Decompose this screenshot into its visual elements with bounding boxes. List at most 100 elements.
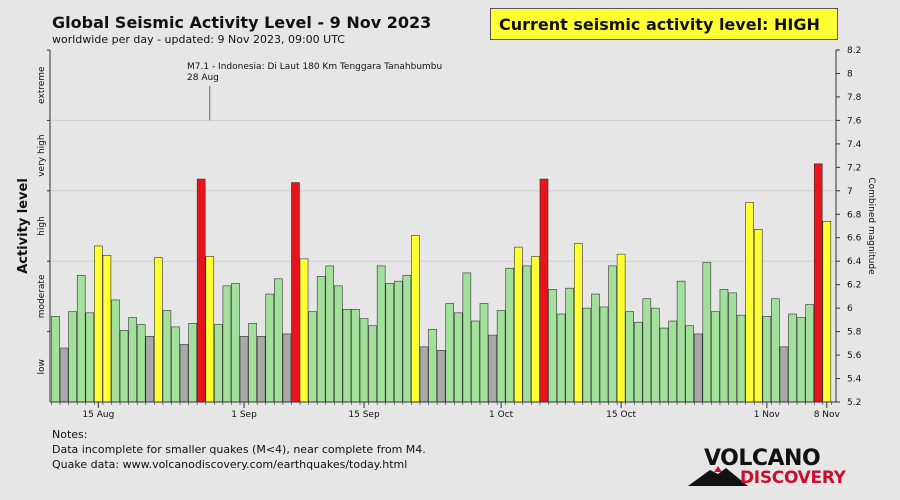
- bar: [256, 335, 266, 403]
- bar: [368, 325, 377, 403]
- magnitude-tick-label: 7: [847, 187, 853, 197]
- bar: [334, 285, 343, 403]
- bar: [702, 262, 712, 403]
- notes-heading: Notes:: [52, 428, 88, 441]
- bar: [513, 246, 523, 403]
- axes-group: low moderate high very high extreme 5.2 5.4 5.6…: [37, 46, 862, 420]
- bar: [676, 280, 686, 403]
- level-label: moderate: [37, 274, 47, 318]
- magnitude-tick-label: 5.2: [847, 398, 861, 408]
- bar: [162, 310, 172, 403]
- bar: [402, 274, 412, 403]
- bar: [625, 311, 634, 403]
- level-label: high: [37, 216, 47, 236]
- bar: [325, 265, 335, 403]
- bar: [291, 182, 300, 403]
- bar: [376, 265, 386, 403]
- bar: [796, 317, 806, 403]
- magnitude-tick-label: 6: [847, 304, 853, 314]
- bar: [51, 316, 60, 403]
- notes-line2: Quake data: www.volcanodiscovery.com/ear…: [52, 458, 408, 471]
- bar: [359, 318, 369, 403]
- bar: [471, 320, 480, 403]
- bar: [419, 346, 429, 403]
- level-label: extreme: [37, 66, 47, 104]
- annotation-line1: M7.1 - Indonesia: Di Laut 180 Km Tenggar…: [187, 62, 442, 72]
- bar: [753, 229, 763, 403]
- level-label: very high: [37, 134, 47, 176]
- bar: [539, 178, 549, 403]
- magnitude-tick-label: 8.2: [847, 46, 861, 56]
- bar: [136, 324, 146, 403]
- bar: [119, 330, 129, 403]
- bar: [111, 299, 120, 403]
- notes: Notes: Data incomplete for smaller quake…: [52, 427, 426, 472]
- bar: [591, 293, 600, 403]
- bar: [102, 255, 112, 403]
- bar: [299, 258, 309, 403]
- y-axis-label-left: Activity level: [16, 178, 31, 274]
- bar: [771, 298, 780, 403]
- bar: [214, 324, 223, 403]
- x-tick-label: 1 Sep: [231, 410, 257, 420]
- bar: [548, 289, 557, 403]
- bar: [393, 280, 403, 403]
- logo-text-top: VOLCANO: [704, 446, 821, 471]
- bar: [762, 316, 772, 403]
- magnitude-tick-label: 7.6: [847, 116, 862, 126]
- bar: [599, 306, 609, 403]
- bar: [342, 309, 352, 403]
- bar: [668, 320, 677, 403]
- x-tick-label: 8 Nov: [814, 410, 841, 420]
- bar: [248, 323, 257, 403]
- bar: [308, 311, 317, 403]
- bar: [651, 307, 660, 403]
- bar: [488, 334, 497, 403]
- bar: [496, 310, 506, 403]
- bar: [462, 272, 472, 403]
- bar: [822, 221, 832, 403]
- notes-line1: Data incomplete for smaller quakes (M<4)…: [52, 443, 426, 456]
- bar: [154, 257, 163, 403]
- bar: [188, 323, 197, 403]
- bar: [522, 265, 532, 403]
- bar: [385, 283, 395, 403]
- annotation-group: M7.1 - Indonesia: Di Laut 180 Km Tenggar…: [187, 62, 442, 121]
- seismic-chart: low moderate high very high extreme 5.2 5.4 5.6…: [16, 46, 876, 420]
- bar: [436, 350, 446, 403]
- bar: [505, 267, 515, 403]
- bar: [479, 303, 489, 403]
- bar: [805, 304, 814, 403]
- bar: [573, 243, 583, 403]
- magnitude-tick-label: 6.6: [847, 234, 862, 244]
- bar: [642, 298, 652, 403]
- bar: [659, 327, 669, 403]
- bar: [68, 311, 77, 403]
- bar: [736, 314, 746, 403]
- bar: [231, 283, 240, 403]
- x-tick-label: 15 Oct: [606, 410, 636, 420]
- magnitude-tick-label: 5.8: [847, 328, 862, 338]
- magnitude-tick-label: 7.4: [847, 140, 862, 150]
- magnitude-tick-label: 5.6: [847, 351, 862, 361]
- bar: [179, 344, 189, 403]
- volcano-logo-icon: [688, 466, 748, 486]
- bar: [445, 303, 455, 403]
- bar: [745, 202, 754, 403]
- magnitude-tick-label: 7.8: [847, 93, 862, 103]
- bar: [59, 347, 69, 403]
- bar: [565, 287, 575, 403]
- logo-text-bottom: DISCOVERY: [740, 468, 846, 488]
- bar: [239, 335, 249, 403]
- bar: [196, 178, 206, 403]
- bar: [779, 346, 789, 403]
- bar: [608, 265, 617, 403]
- bar: [813, 163, 823, 403]
- magnitude-tick-label: 6.4: [847, 257, 862, 267]
- bar: [145, 335, 155, 403]
- bar: [728, 292, 737, 403]
- bar: [685, 325, 694, 403]
- annotation-line2: 28 Aug: [187, 73, 219, 83]
- gridlines: [50, 119, 836, 262]
- bar: [788, 313, 797, 403]
